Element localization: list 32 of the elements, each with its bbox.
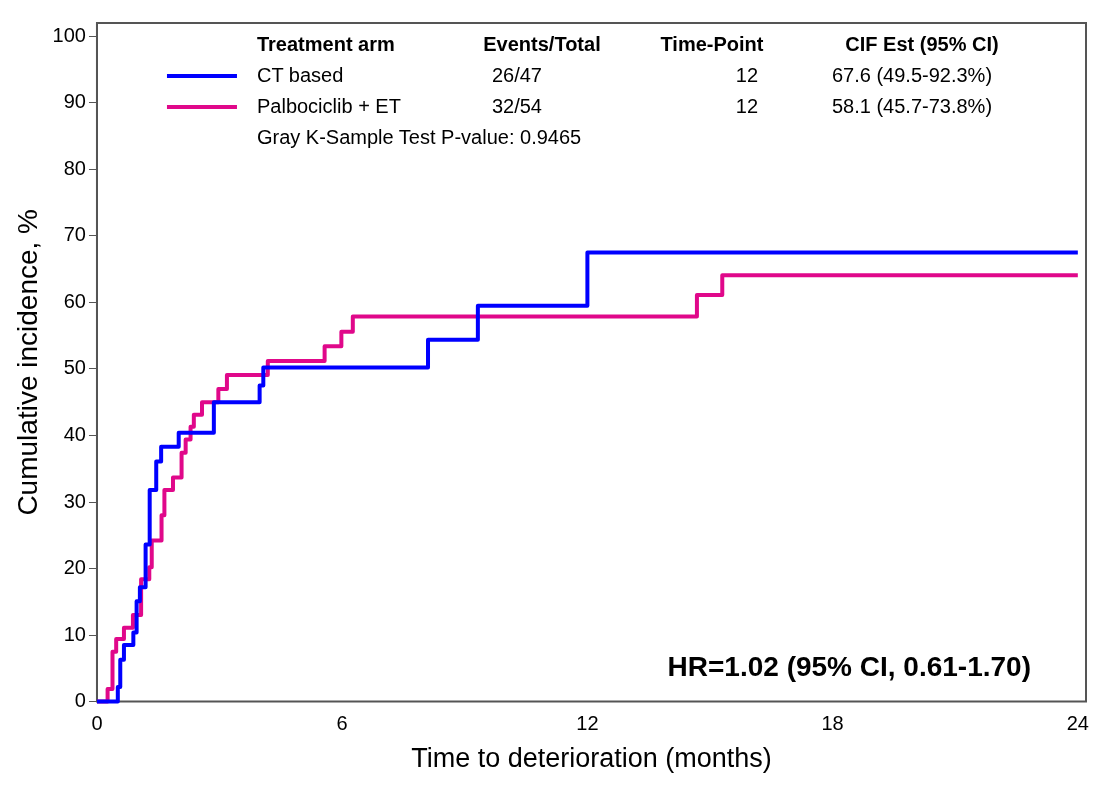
x-tick-label: 12	[576, 712, 599, 735]
annotation: Events/Total	[483, 32, 601, 55]
legend-label: CT based	[256, 63, 344, 86]
x-tick-label: 0	[91, 712, 103, 735]
annotation: 58.1 (45.7-73.8%)	[831, 94, 993, 117]
y-tick-label: 20	[63, 556, 86, 579]
y-tick-label: 0	[74, 689, 86, 712]
y-tick-label: 70	[63, 223, 86, 246]
y-tick-label: 30	[63, 489, 86, 512]
x-tick-label: 6	[336, 712, 348, 735]
y-tick-label: 10	[63, 622, 86, 645]
annotation: 67.6 (49.5-92.3%)	[831, 63, 993, 86]
y-tick-label: 60	[63, 289, 86, 312]
x-tick-label: 24	[1066, 712, 1089, 735]
annotation: 12	[735, 63, 759, 86]
annotation: 26/47	[491, 63, 542, 86]
annotation: HR=1.02 (95% CI, 0.61-1.70)	[667, 651, 1031, 683]
y-tick-label: 90	[63, 90, 86, 113]
annotation: 12	[735, 94, 759, 117]
annotation: Treatment arm	[256, 32, 395, 55]
annotation: Time-Point	[660, 32, 764, 55]
x-tick-label: 18	[821, 712, 844, 735]
x-axis-title: Time to deterioration (months)	[411, 743, 772, 774]
y-tick-label: 80	[63, 156, 86, 179]
y-tick-label: 50	[63, 356, 86, 379]
y-tick-label: 40	[63, 423, 86, 445]
y-tick-label: 100	[52, 23, 86, 46]
annotation: CIF Est (95% CI)	[845, 32, 999, 55]
annotation: Gray K-Sample Test P-value: 0.9465	[256, 125, 582, 148]
annotation: 32/54	[491, 94, 542, 117]
y-axis-title: Cumulative incidence, %	[11, 209, 43, 516]
legend-label: Palbociclib + ET	[256, 94, 401, 117]
